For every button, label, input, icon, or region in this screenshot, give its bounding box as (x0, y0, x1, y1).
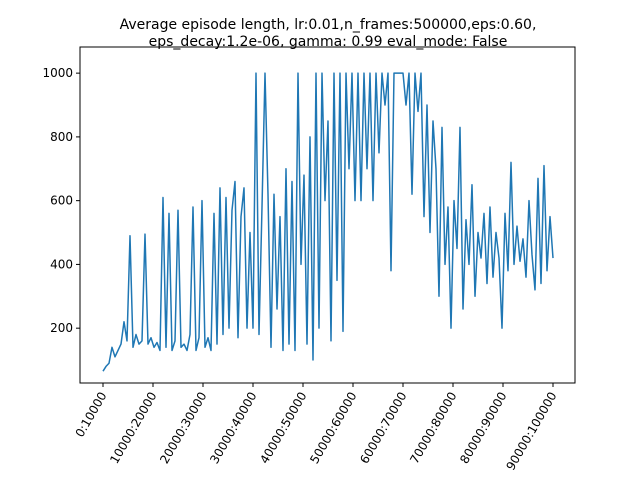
y-tick-label: 600 (50, 194, 73, 208)
data-line (102, 72, 554, 372)
y-tick-label: 400 (50, 257, 73, 271)
y-tick-label: 200 (50, 321, 73, 335)
x-tick-label: 30000:40000 (207, 390, 259, 467)
plot-frame (79, 46, 576, 384)
chart-title: Average episode length, lr:0.01,n_frames… (120, 17, 537, 33)
x-tick-label: 10000:20000 (107, 390, 159, 467)
y-tick-label: 800 (50, 130, 73, 144)
x-tick-label: 60000:70000 (357, 390, 409, 467)
x-tick-label: 0:10000 (73, 390, 110, 440)
x-tick-label: 90000:100000 (503, 390, 559, 473)
x-tick-label: 70000:80000 (407, 390, 459, 467)
x-tick-label: 40000:50000 (257, 390, 309, 467)
y-tick-label: 1000 (42, 66, 73, 80)
chart-title: eps_decay:1.2e-06, gamma: 0.99 eval_mode… (149, 34, 508, 50)
x-tick-label: 50000:60000 (307, 390, 359, 467)
x-tick-label: 20000:30000 (157, 390, 209, 467)
x-tick-label: 80000:90000 (457, 390, 509, 467)
